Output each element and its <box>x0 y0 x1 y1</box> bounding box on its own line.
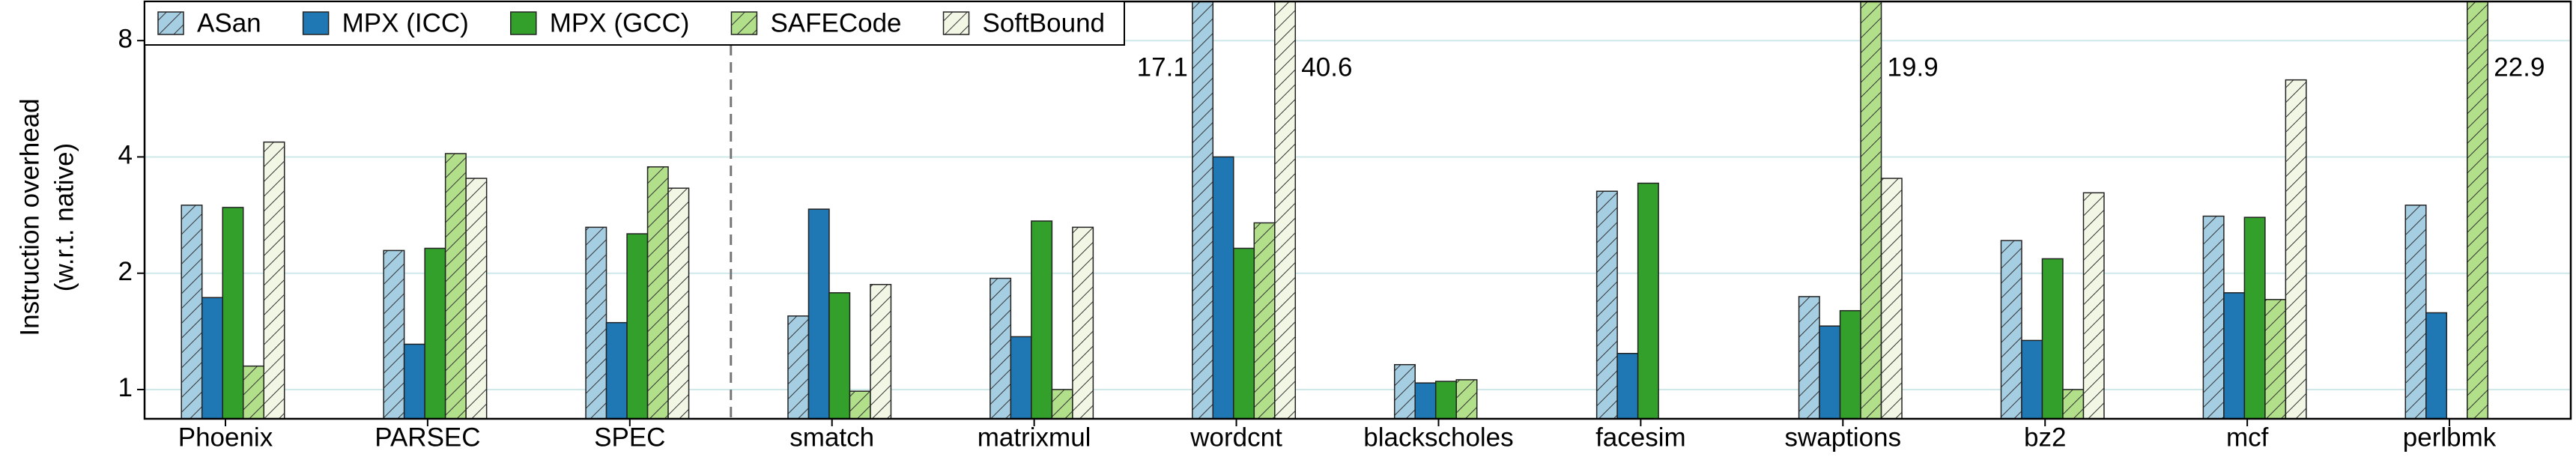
bar <box>1880 178 1903 420</box>
x-tick-label: perlbmk <box>2403 423 2497 452</box>
x-tick-label: swaptions <box>1784 423 1901 452</box>
bar <box>1798 296 1820 420</box>
bar <box>2021 339 2043 420</box>
legend-label: SAFECode <box>770 8 901 37</box>
legend-swatch <box>730 11 758 35</box>
legend-swatch <box>302 11 330 35</box>
value-label: 19.9 <box>1888 52 1939 82</box>
y-tick-label: 2 <box>118 257 133 286</box>
bar <box>2202 215 2225 420</box>
legend-label: ASan <box>197 8 261 37</box>
bar <box>2425 312 2448 420</box>
x-tick-label: bz2 <box>2024 423 2066 452</box>
y-axis-subtitle: (w.r.t. native) <box>49 143 79 291</box>
legend-swatch <box>942 11 970 35</box>
bar <box>1010 336 1032 420</box>
bar <box>2467 1 2489 420</box>
bar <box>646 166 669 420</box>
y-tick-label: 1 <box>118 373 133 402</box>
legend-swatch <box>157 11 184 35</box>
bar <box>807 208 830 420</box>
bar <box>444 153 467 420</box>
bar <box>2223 292 2246 420</box>
y-axis-title: Instruction overhead <box>15 98 44 336</box>
bar <box>1031 220 1053 420</box>
value-label: 17.1 <box>1137 52 1188 82</box>
bar <box>465 178 488 420</box>
bar <box>1072 226 1094 420</box>
plot-frame <box>143 0 2572 420</box>
bar <box>1414 382 1437 420</box>
bar <box>667 187 690 420</box>
bar <box>2000 240 2022 420</box>
x-tick-label: mcf <box>2226 423 2269 452</box>
bar <box>1455 379 1478 420</box>
bar <box>1637 182 1659 420</box>
x-tick-label: smatch <box>790 423 874 452</box>
bar <box>849 390 871 420</box>
legend-label: SoftBound <box>983 8 1105 37</box>
bar <box>2404 205 2427 420</box>
bar <box>585 226 607 420</box>
x-tick-label: facesim <box>1595 423 1686 452</box>
bar <box>1595 190 1618 420</box>
bar <box>2243 217 2266 420</box>
bar <box>1212 156 1234 420</box>
x-tick-label: SPEC <box>594 423 665 452</box>
bar <box>1434 381 1457 420</box>
legend-label: MPX (ICC) <box>342 8 469 37</box>
legend-label: MPX (GCC) <box>550 8 690 37</box>
value-label: 22.9 <box>2494 52 2545 82</box>
bar <box>222 207 244 420</box>
bar <box>263 141 285 420</box>
bar <box>1860 1 1882 420</box>
x-tick-label: matrixmul <box>978 423 1091 452</box>
x-tick-label: wordcnt <box>1189 423 1282 452</box>
bar <box>1051 389 1073 420</box>
bar <box>2285 79 2307 420</box>
bar <box>787 315 810 420</box>
bar <box>1192 1 1214 420</box>
bar <box>870 284 892 420</box>
x-tick-label: blackscholes <box>1363 423 1513 452</box>
bar <box>424 247 446 420</box>
bar <box>626 233 649 420</box>
bar <box>201 297 223 420</box>
bar <box>828 292 851 420</box>
bar <box>2062 389 2085 420</box>
bar <box>605 321 628 420</box>
bar <box>1839 309 1861 420</box>
bar <box>403 343 425 420</box>
bar <box>2082 192 2105 420</box>
legend: ASan MPX (ICC) MPX (GCC) SAFECode SoftBound <box>144 1 1125 46</box>
bar <box>181 205 203 420</box>
bar <box>2041 258 2064 420</box>
bar <box>383 249 405 420</box>
x-tick-label: Phoenix <box>178 423 273 452</box>
bar <box>2264 299 2287 420</box>
legend-swatch <box>510 11 537 35</box>
bar <box>1393 363 1416 420</box>
bar <box>1274 1 1297 420</box>
bar <box>990 277 1012 420</box>
bar <box>242 365 264 420</box>
bar <box>1819 325 1841 420</box>
x-tick-label: PARSEC <box>375 423 480 452</box>
y-tick-label: 4 <box>118 141 133 170</box>
value-label: 40.6 <box>1301 52 1352 82</box>
bar <box>1253 222 1276 420</box>
bar <box>1233 247 1255 420</box>
bar <box>1616 353 1639 420</box>
y-tick-label: 8 <box>118 24 133 53</box>
